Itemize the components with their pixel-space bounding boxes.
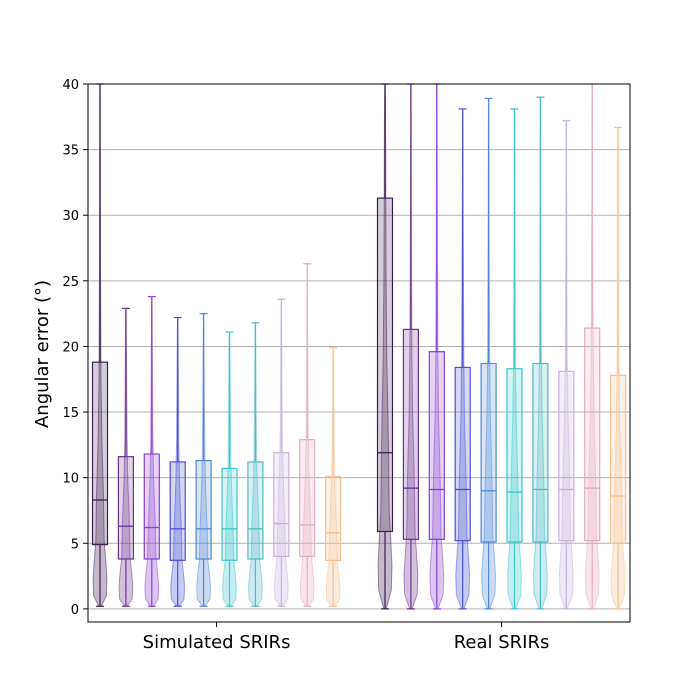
y-tick-label: 35 (62, 144, 79, 159)
box (195, 460, 212, 560)
box (558, 370, 575, 542)
box (221, 467, 238, 561)
y-tick-label: 40 (62, 78, 79, 93)
plot-frame (87, 83, 631, 623)
box (247, 461, 264, 560)
box (299, 439, 316, 557)
x-tick-label: Simulated SRIRs (143, 632, 291, 653)
box (609, 374, 627, 544)
y-tick-label: 5 (71, 537, 79, 552)
box (376, 197, 394, 533)
box (117, 456, 135, 560)
y-tick-label: 15 (62, 406, 79, 421)
box (169, 461, 186, 561)
y-tick-label: 20 (62, 340, 79, 355)
x-axis-ticks: Simulated SRIRs Real SRIRs (143, 622, 550, 653)
boxes (91, 83, 627, 610)
box (480, 362, 497, 543)
box (273, 452, 290, 557)
y-axis-label: Angular error (°) (32, 280, 53, 428)
y-tick-label: 0 (71, 603, 79, 618)
box (584, 327, 601, 542)
y-tick-label: 25 (62, 275, 79, 290)
y-tick-label: 30 (62, 209, 79, 224)
box (506, 368, 523, 543)
box (454, 366, 471, 542)
box (325, 475, 342, 561)
box (532, 362, 549, 543)
x-tick-label: Real SRIRs (454, 632, 550, 653)
box (143, 453, 160, 560)
gridlines (88, 83, 630, 610)
box (428, 351, 445, 540)
box (402, 328, 419, 540)
y-axis-ticks: 0 5 10 15 20 25 30 35 40 (62, 78, 88, 618)
box (91, 361, 109, 546)
y-tick-label: 10 (62, 472, 79, 487)
